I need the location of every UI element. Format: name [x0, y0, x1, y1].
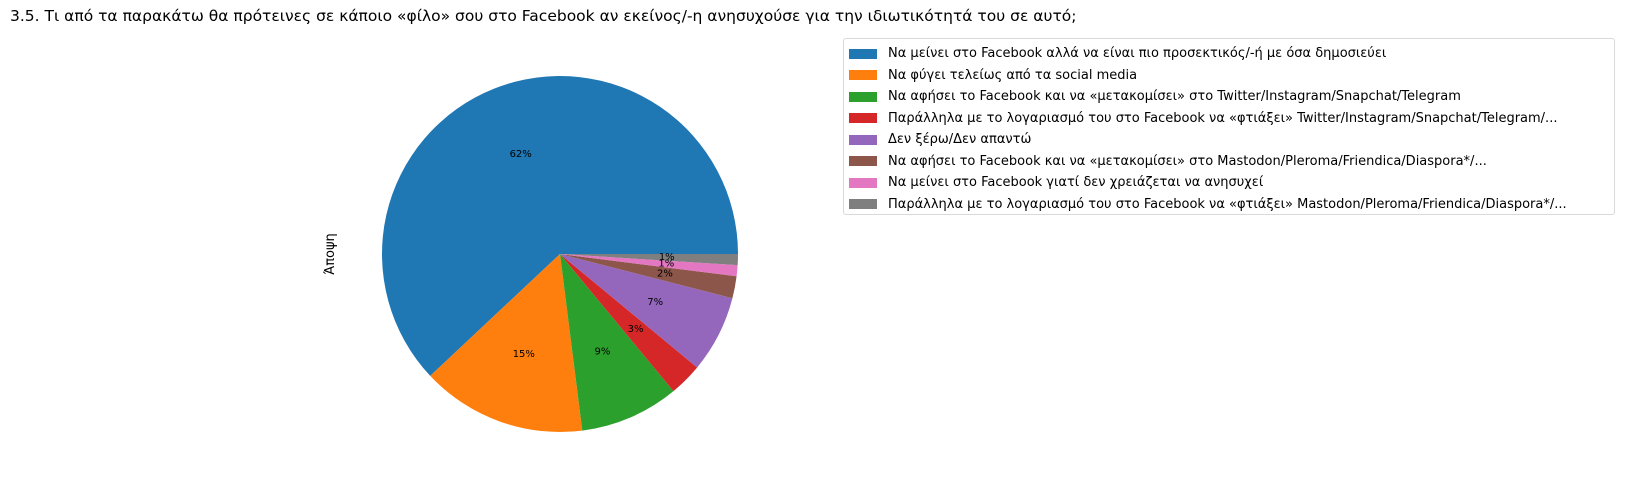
pie-slice-8: [560, 254, 738, 266]
legend-item-3: Να αφήσει το Facebook και να «μετακομίσε…: [844, 86, 1614, 108]
legend-swatch: [849, 70, 877, 81]
pie-slice-7: [560, 254, 738, 277]
legend-label: Δεν ξέρω/Δεν απαντώ: [888, 132, 1032, 148]
legend-label: Να μείνει στο Facebook γιατί δεν χρειάζε…: [888, 175, 1264, 191]
pie-percent-labels: 62%15% 9%3%7%2%1%1%: [510, 149, 675, 360]
legend-item-8: Παράλληλα με το λογαριασμό του στο Faceb…: [844, 194, 1614, 216]
legend-label: Να αφήσει το Facebook και να «μετακομίσε…: [888, 89, 1461, 105]
legend-swatch: [849, 134, 877, 145]
legend-swatch: [849, 91, 877, 102]
legend-swatch: [849, 199, 877, 210]
legend-swatch: [849, 177, 877, 188]
legend-label: Να φύγει τελείως από τα social media: [888, 67, 1138, 83]
y-axis-label: Άποψη: [323, 233, 338, 275]
pie-slice-3: [560, 254, 674, 431]
legend-label: Να αφήσει το Facebook και να «μετακομίσε…: [888, 153, 1487, 169]
pie-percent-label-4: 3%: [628, 324, 644, 335]
pie-slice-4: [560, 254, 698, 392]
pie-slice-2: [430, 254, 583, 433]
legend-label: Να μείνει στο Facebook αλλά να είναι πιο…: [888, 46, 1387, 62]
pie-percent-label-5: 7%: [647, 297, 663, 308]
chart-title: 3.5. Τι από τα παρακάτω θα πρότεινες σε …: [10, 7, 1077, 25]
pie-slices: [382, 76, 738, 433]
pie-percent-label-1: 62%: [510, 149, 532, 160]
legend-swatch: [849, 156, 877, 167]
pie-percent-label-2: 15%: [513, 349, 535, 360]
legend-swatch: [849, 113, 877, 124]
legend-item-6: Να αφήσει το Facebook και να «μετακομίσε…: [844, 151, 1614, 173]
legend: Να μείνει στο Facebook αλλά να είναι πιο…: [843, 38, 1615, 215]
pie-slice-6: [560, 254, 737, 299]
pie-slice-5: [560, 254, 733, 368]
pie-percent-label-6: 2%: [657, 269, 673, 280]
legend-swatch: [849, 48, 877, 59]
legend-item-1: Να μείνει στο Facebook αλλά να είναι πιο…: [844, 43, 1614, 65]
pie-slice-1: [382, 76, 738, 376]
legend-item-4: Παράλληλα με το λογαριασμό του στο Faceb…: [844, 108, 1614, 130]
pie-percent-label-8: 1%: [659, 252, 675, 263]
pie-percent-label-7: 1%: [658, 259, 674, 270]
pie-percent-label-3: 9%: [594, 347, 610, 358]
legend-item-7: Να μείνει στο Facebook γιατί δεν χρειάζε…: [844, 172, 1614, 194]
legend-label: Παράλληλα με το λογαριασμό του στο Faceb…: [888, 110, 1558, 126]
legend-item-5: Δεν ξέρω/Δεν απαντώ: [844, 129, 1614, 151]
legend-item-2: Να φύγει τελείως από τα social media: [844, 65, 1614, 87]
legend-label: Παράλληλα με το λογαριασμό του στο Faceb…: [888, 196, 1567, 212]
